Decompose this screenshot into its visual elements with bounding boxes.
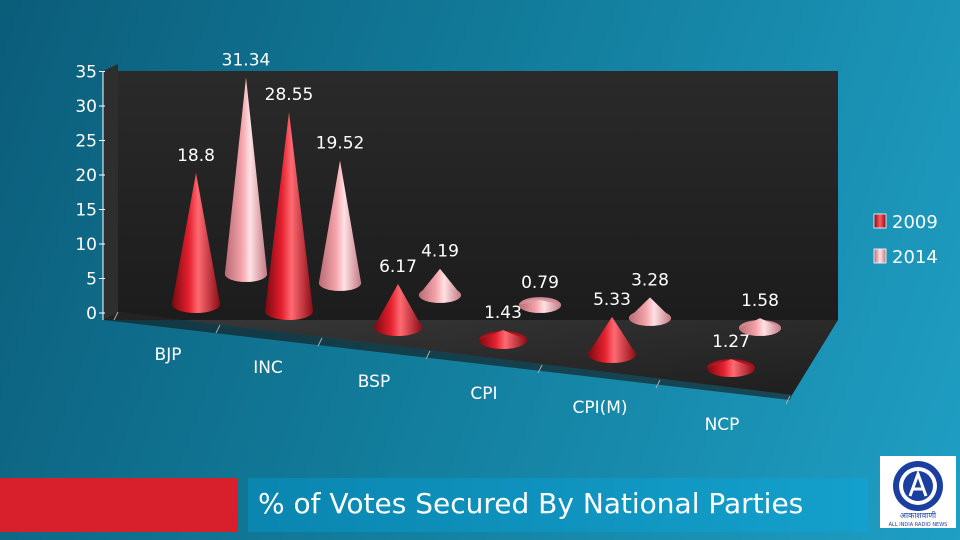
legend-label-2009: 2009 (892, 212, 938, 233)
y-tick-label: 10 (75, 235, 97, 255)
y-tick-label: 20 (75, 166, 97, 186)
data-label: 19.52 (316, 134, 365, 154)
data-labels: 31.34 19.52 4.19 0.79 3.28 1.58 18.8 28.55 6.17 1… (177, 50, 779, 352)
cone-mark-2014-NCP (738, 318, 782, 336)
footer-accent-bar (0, 478, 238, 532)
x-tick-label: CPI (470, 384, 497, 404)
cone-mark-2014-CPI(M) (628, 297, 672, 326)
y-tick-label: 5 (86, 270, 97, 290)
legend: 2009 2014 (873, 212, 938, 268)
x-tick-mark (113, 311, 119, 321)
air-logo-icon: आकाशवाणी ALL INDIA RADIO NEWS (880, 456, 956, 528)
x-axis: BJP INC BSP CPI CPI(M) NCP (113, 311, 791, 435)
cone-body (738, 318, 782, 336)
data-label: 6.17 (379, 257, 417, 277)
legend-swatch-2014 (873, 248, 887, 264)
cone-body (318, 160, 362, 291)
data-label: 5.33 (593, 290, 631, 310)
x-tick-mark (785, 395, 791, 405)
cone-mark-2014-BSP (418, 268, 462, 303)
left-wall (103, 64, 118, 320)
cone-mark-2009-NCP (707, 359, 755, 377)
cone-mark-2009-CPI (479, 330, 527, 349)
x-tick-mark (425, 350, 431, 360)
x-tick-mark (215, 324, 221, 334)
logo-script-text: आकाशवाणी (900, 510, 937, 520)
cone-body (172, 172, 220, 313)
page-title: % of Votes Secured By National Parties (258, 487, 804, 520)
x-tick-label: NCP (705, 415, 740, 435)
floor (103, 312, 838, 395)
cone-body (628, 297, 672, 326)
y-tick-label: 30 (75, 97, 97, 117)
cone-mark-2009-BSP (374, 283, 422, 336)
cone-body (518, 300, 562, 313)
cone-mark-2014-CPI (518, 297, 562, 313)
footer-title-band (248, 478, 868, 532)
y-axis: 0 5 10 15 20 25 30 35 (75, 63, 105, 324)
legend-swatch-2009 (873, 213, 887, 229)
y-tick-label: 35 (75, 63, 97, 83)
x-tick-mark (655, 379, 661, 389)
data-label: 1.43 (484, 303, 522, 323)
data-label: 1.58 (741, 291, 779, 311)
x-tick-label: CPI(M) (572, 398, 627, 418)
data-label: 28.55 (265, 85, 314, 105)
cone-body (588, 316, 636, 363)
x-tick-label: BSP (358, 372, 390, 392)
x-tick-mark (537, 364, 543, 374)
x-tick-label: INC (253, 358, 283, 378)
data-label: 3.28 (631, 270, 669, 290)
y-tick-label: 25 (75, 132, 97, 152)
data-label: 0.79 (521, 273, 559, 293)
cone-body (224, 77, 268, 282)
y-tick-label: 0 (86, 304, 97, 324)
cone-body (707, 359, 755, 377)
data-label: 4.19 (421, 242, 459, 262)
floor-front-edge (103, 312, 792, 400)
cone-body (418, 268, 462, 303)
cone-body (374, 283, 422, 336)
data-label: 1.27 (712, 332, 750, 352)
cone-body (479, 330, 527, 349)
data-label: 18.8 (177, 146, 215, 166)
x-tick-label: BJP (155, 345, 182, 365)
cone-mark-2009-INC (265, 111, 313, 320)
cone-mark-2009-BJP (172, 172, 220, 313)
y-tick-label: 15 (75, 201, 97, 221)
cone-marks (172, 77, 782, 377)
cone-body (265, 111, 313, 320)
cone-mark-2009-CPI(M) (588, 316, 636, 363)
data-label: 31.34 (222, 50, 271, 70)
cone-mark-2014-INC (318, 160, 362, 291)
x-tick-mark (317, 337, 323, 347)
legend-label-2014: 2014 (892, 247, 938, 268)
logo-caption: ALL INDIA RADIO NEWS (889, 522, 948, 528)
cone-mark-2014-BJP (224, 77, 268, 282)
